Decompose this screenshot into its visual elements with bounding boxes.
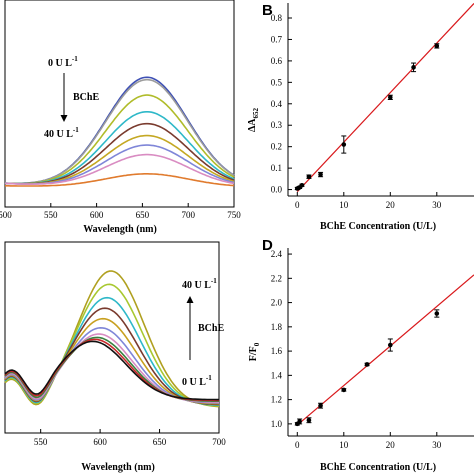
panel-b-ylabel: ΔA652	[247, 108, 260, 133]
b-ytick-label-5: 0.5	[271, 77, 283, 87]
d-point-7	[434, 311, 440, 316]
panel-c-xtick-label-2: 650	[153, 437, 167, 447]
d-point-1	[297, 419, 302, 424]
b-ytick-label-8: 0.8	[271, 13, 283, 23]
b-point-3	[306, 174, 312, 179]
panel-a-xtick-label-1: 550	[44, 210, 58, 220]
b-point-8	[434, 43, 440, 49]
panel-c-mid-label: BChE	[198, 323, 224, 334]
d-xtick-label-2: 20	[386, 440, 396, 450]
d-point-6	[388, 342, 393, 348]
panel-a-xtick-label-4: 700	[181, 210, 195, 220]
panel-a-curves	[4, 76, 235, 187]
panel-a-xtick-label-3: 650	[136, 210, 150, 220]
b-point-2	[299, 182, 305, 188]
d-ytick-label-0: 1.0	[271, 419, 283, 429]
panel-a-xtick-label-2: 600	[90, 210, 104, 220]
b-xtick-label-3: 30	[432, 200, 442, 210]
panel-a-bottom-label: 40 U L-1	[44, 126, 79, 140]
panel-a-frame	[4, 0, 235, 208]
b-xtick-label-2: 20	[386, 200, 396, 210]
panel-a-xtick-label-5: 750	[227, 210, 241, 220]
b-ytick-label-4: 0.4	[271, 99, 283, 109]
panel-a-spectrum-8	[5, 173, 235, 187]
d-ytick-label-5: 2.0	[271, 298, 283, 308]
b-ytick-label-7: 0.7	[271, 34, 283, 44]
panel-c-xlabel: Wavelength (nm)	[81, 462, 155, 473]
panel-a-spectrum-0	[4, 76, 235, 185]
panel-b: B 0.0 0.1 0.2 0.3 0.4 0.5 0.6 0.7 0.8 0 10 20 30 ΔA…	[247, 2, 474, 232]
d-ytick-label-3: 1.6	[271, 346, 283, 356]
panel-c-bottom-label: 0 U L-1	[182, 374, 212, 388]
panel-c-xtick-label-0: 550	[34, 437, 48, 447]
d-point-4	[341, 387, 347, 393]
panel-c-xtick-label-3: 700	[212, 437, 226, 447]
panel-c-top-label: 40 U L-1	[182, 277, 217, 291]
b-point-4	[318, 172, 323, 177]
b-ytick-label-3: 0.3	[271, 120, 283, 130]
d-ytick-label-2: 1.4	[271, 370, 283, 380]
b-xtick-label-1: 10	[339, 200, 349, 210]
d-xtick-label-0: 0	[295, 440, 300, 450]
panel-a-x-ticks: 500 550 600 650 700 750	[0, 203, 241, 220]
panel-a: 500 550 600 650 700 750 Wavelength (nm) 0 U L…	[0, 0, 241, 235]
panel-a-arrow-head	[60, 115, 68, 122]
b-point-5	[341, 142, 347, 147]
d-xtick-label-1: 10	[339, 440, 349, 450]
panel-c-xtick-label-1: 600	[93, 437, 107, 447]
panel-a-mid-label: BChE	[73, 92, 99, 103]
b-point-7	[411, 65, 416, 70]
panel-c-arrow-head	[186, 296, 194, 303]
panel-b-points	[294, 43, 440, 191]
panel-d-x-ticks: 0 10 20 30	[295, 432, 442, 450]
panel-d-letter: D	[262, 237, 273, 254]
panel-b-letter: B	[262, 2, 273, 19]
panel-c-spectrum-0	[4, 270, 220, 408]
d-ytick-label-7: 2.4	[271, 249, 283, 259]
panel-d-fit-line	[296, 274, 474, 426]
panel-b-y-ticks: 0.0 0.1 0.2 0.3 0.4 0.5 0.6 0.7 0.8	[271, 13, 292, 195]
d-point-5	[364, 362, 370, 367]
b-ytick-label-1: 0.1	[271, 163, 282, 173]
panel-d: D 1.01.21.41.61.82.02.22.4 0 10 20 30 F/F0 …	[248, 237, 474, 473]
b-point-6	[388, 95, 393, 100]
panel-a-spectrum-7	[4, 153, 235, 185]
panel-d-points	[294, 309, 440, 427]
b-ytick-label-2: 0.2	[271, 142, 282, 152]
d-ytick-label-6: 2.2	[271, 273, 282, 283]
panel-b-fit-line	[296, 3, 474, 193]
panel-c-spectrum-8	[4, 338, 219, 402]
panel-d-y-ticks: 1.0 1.2 1.4 1.6 1.8 2.0 2.2 2.4	[271, 249, 292, 429]
panel-d-xlabel: BChE Concentration (U/L)	[320, 462, 436, 473]
panel-a-top-label: 0 U L-1	[48, 55, 78, 69]
d-xtick-label-3: 30	[432, 440, 442, 450]
panel-c: 550 600 650 700 Wavelength (nm) 40 U L-1 BC…	[4, 241, 226, 473]
panel-c-curves	[4, 270, 220, 408]
b-xtick-label-0: 0	[295, 200, 300, 210]
panel-a-xlabel: Wavelength (nm)	[83, 224, 157, 235]
panel-c-frame	[4, 241, 220, 434]
d-ytick-label-1: 1.2	[271, 395, 282, 405]
panel-b-x-ticks: 0 10 20 30	[295, 192, 442, 210]
b-ytick-label-0: 0.0	[271, 185, 283, 195]
panel-c-spectrum-9	[4, 340, 219, 401]
d-point-3	[318, 403, 323, 408]
b-ytick-label-6: 0.6	[271, 56, 283, 66]
panel-b-xlabel: BChE Concentration (U/L)	[320, 221, 436, 232]
panel-a-xtick-label-0: 500	[0, 210, 12, 220]
panel-d-ylabel: F/F0	[248, 342, 261, 361]
d-point-2	[306, 417, 312, 423]
panel-c-x-ticks: 550 600 650 700	[34, 429, 226, 447]
d-ytick-label-4: 1.8	[271, 322, 283, 332]
